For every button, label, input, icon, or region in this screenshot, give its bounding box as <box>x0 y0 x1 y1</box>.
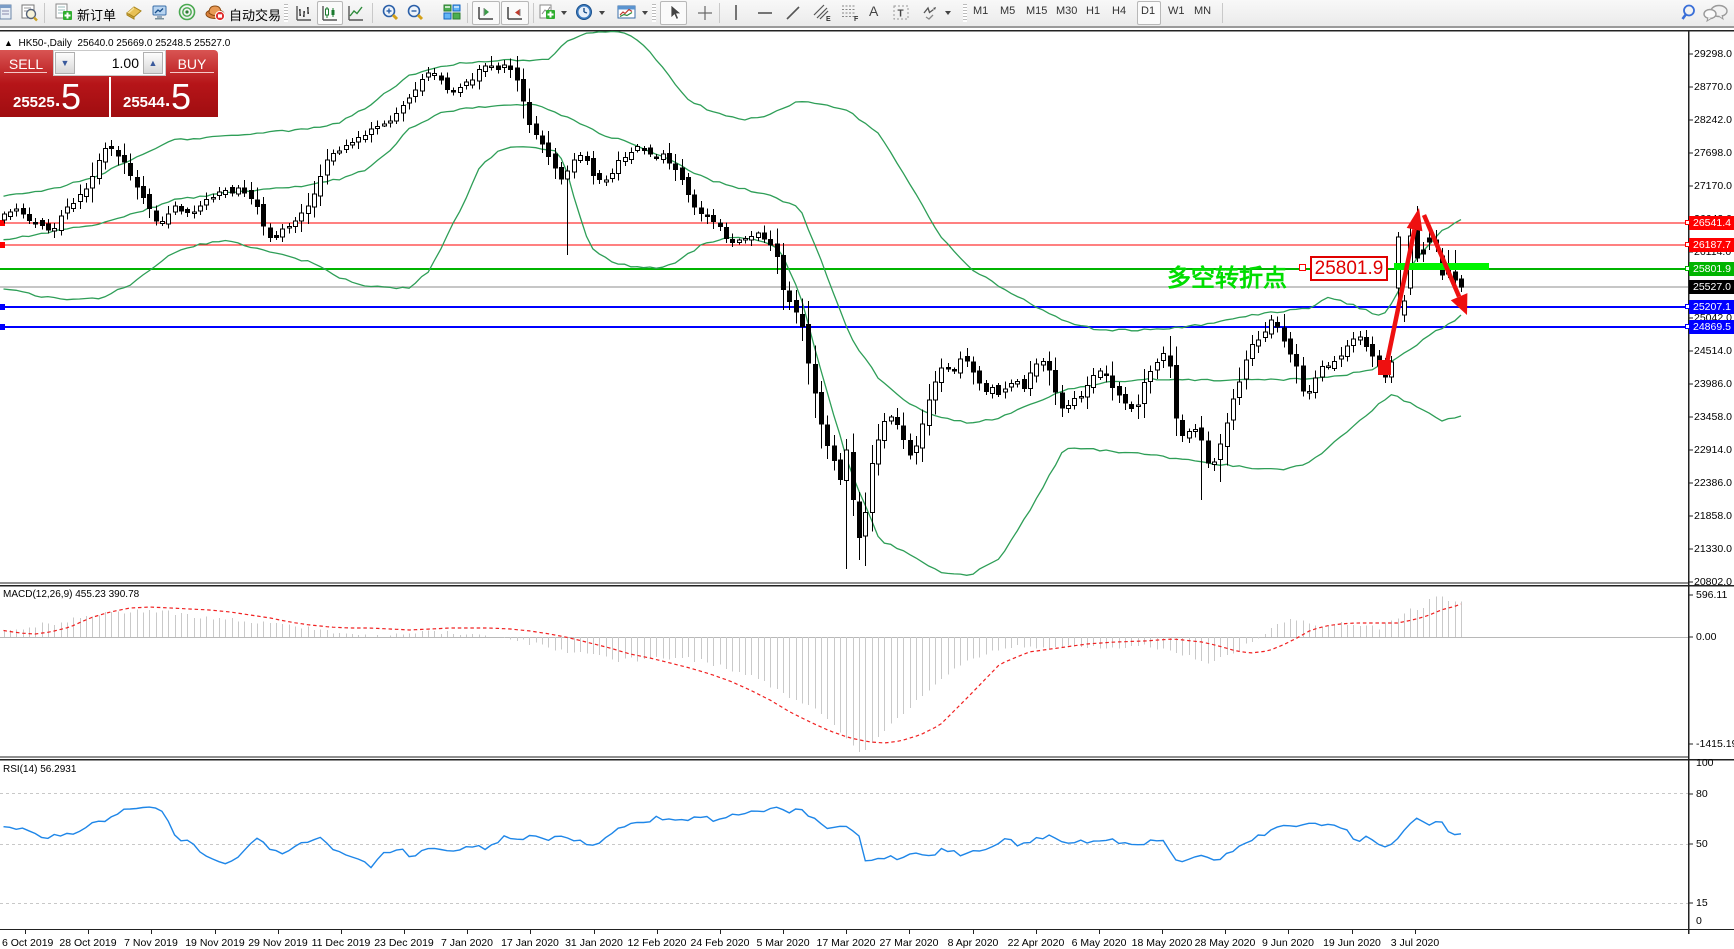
svg-text:E: E <box>826 16 831 23</box>
svg-text:F: F <box>854 16 859 23</box>
svg-text:T: T <box>898 9 904 20</box>
